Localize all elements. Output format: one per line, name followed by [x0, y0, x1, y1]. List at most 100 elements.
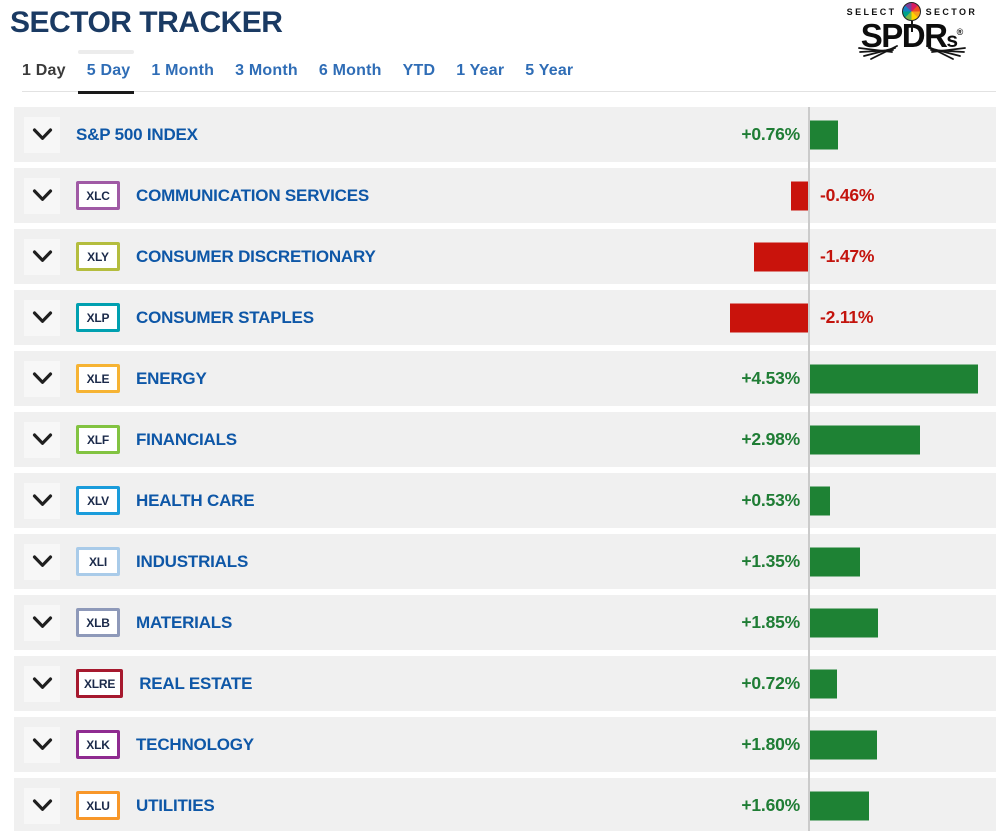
ticker-badge[interactable]: XLI	[76, 547, 120, 576]
spdr-logo[interactable]: SELECT SECTOR SPDRs®	[828, 2, 996, 60]
row-xlv: XLV HEALTH CARE +0.53%	[14, 473, 996, 528]
positive-change-bar	[810, 120, 838, 149]
chevron-down-icon	[32, 494, 52, 506]
sector-name: FINANCIALS	[136, 429, 237, 449]
sector-name: INDUSTRIALS	[136, 551, 249, 571]
row-xly: XLY CONSUMER DISCRETIONARY -1.47%	[14, 229, 996, 284]
tab-5-year[interactable]: 5 Year	[525, 62, 574, 79]
logo-brand: SPDRs®	[828, 19, 996, 52]
tab-5-day[interactable]: 5 Day	[77, 50, 135, 94]
change-percent: -2.11%	[820, 307, 874, 327]
expand-row-button[interactable]	[24, 116, 60, 153]
chevron-down-icon	[32, 677, 52, 689]
sector-name: CONSUMER DISCRETIONARY	[136, 246, 376, 266]
sector-name: UTILITIES	[136, 795, 215, 815]
ticker-badge[interactable]: XLB	[76, 608, 120, 637]
positive-change-bar	[810, 486, 830, 515]
sector-name: HEALTH CARE	[136, 490, 255, 510]
ticker-badge[interactable]: XLV	[76, 486, 120, 515]
ticker-badge[interactable]: XLF	[76, 425, 120, 454]
logo-word-sector: SECTOR	[925, 6, 978, 17]
chevron-down-icon	[32, 189, 52, 201]
change-percent: +0.72%	[741, 673, 800, 693]
row-xlk: XLK TECHNOLOGY +1.80%	[14, 717, 996, 772]
sector-name: TECHNOLOGY	[136, 734, 254, 754]
logo-word-select: SELECT	[846, 6, 897, 17]
chevron-down-icon	[32, 616, 52, 628]
sector-name: S&P 500 INDEX	[76, 124, 198, 144]
change-percent: +1.80%	[741, 734, 800, 754]
sector-name: ENERGY	[136, 368, 207, 388]
positive-change-bar	[810, 547, 860, 576]
row-xle: XLE ENERGY +4.53%	[14, 351, 996, 406]
positive-change-bar	[810, 608, 878, 637]
row-xli: XLI INDUSTRIALS +1.35%	[14, 534, 996, 589]
expand-row-button[interactable]	[24, 604, 60, 641]
period-tabs: 1 Day 5 Day 1 Month 3 Month 6 Month YTD 1 Year…	[22, 50, 996, 94]
change-percent: -1.47%	[820, 246, 875, 266]
tab-ytd[interactable]: YTD	[402, 62, 436, 79]
sector-name: MATERIALS	[136, 612, 233, 632]
logo-brand-suffix: s	[946, 29, 958, 52]
expand-row-button[interactable]	[24, 360, 60, 397]
ticker-badge[interactable]: XLC	[76, 181, 120, 210]
page-title: SECTOR TRACKER	[10, 6, 283, 39]
chevron-down-icon	[32, 555, 52, 567]
chart-axis-line	[808, 107, 810, 831]
negative-change-bar	[754, 242, 808, 271]
tab-1-day[interactable]: 1 Day	[22, 62, 66, 79]
ticker-badge[interactable]: XLE	[76, 364, 120, 393]
ticker-badge[interactable]: XLRE	[76, 669, 124, 698]
sector-table: S&P 500 INDEX +0.76% XLC COMMUNICATION SERV…	[14, 107, 996, 831]
change-percent: +4.53%	[741, 368, 800, 388]
change-percent: -0.46%	[820, 185, 875, 205]
expand-row-button[interactable]	[24, 238, 60, 275]
expand-row-button[interactable]	[24, 726, 60, 763]
expand-row-button[interactable]	[24, 482, 60, 519]
logo-brand-text: SPDR	[860, 17, 948, 54]
ticker-badge[interactable]: XLP	[76, 303, 120, 332]
change-percent: +1.35%	[741, 551, 800, 571]
expand-row-button[interactable]	[24, 421, 60, 458]
row-xlu: XLU UTILITIES +1.60%	[14, 778, 996, 831]
registered-mark: ®	[956, 27, 964, 37]
page-header: SECTOR TRACKER SELECT SECTOR SPDRs®	[0, 0, 1004, 60]
row-sp500-index: S&P 500 INDEX +0.76%	[14, 107, 996, 162]
ticker-badge[interactable]: XLK	[76, 730, 120, 759]
logo-top-line: SELECT SECTOR	[828, 2, 996, 32]
tab-3-month[interactable]: 3 Month	[235, 62, 298, 79]
negative-change-bar	[791, 181, 808, 210]
positive-change-bar	[810, 425, 920, 454]
tab-1-year[interactable]: 1 Year	[456, 62, 505, 79]
row-xlb: XLB MATERIALS +1.85%	[14, 595, 996, 650]
negative-change-bar	[730, 303, 808, 332]
chevron-down-icon	[32, 311, 52, 323]
expand-row-button[interactable]	[24, 787, 60, 824]
tab-6-month[interactable]: 6 Month	[318, 62, 382, 79]
change-percent: +1.60%	[741, 795, 800, 815]
chevron-down-icon	[32, 738, 52, 750]
expand-row-button[interactable]	[24, 543, 60, 580]
ticker-badge[interactable]: XLY	[76, 242, 120, 271]
change-percent: +0.76%	[741, 124, 800, 144]
chevron-down-icon	[32, 372, 52, 384]
expand-row-button[interactable]	[24, 177, 60, 214]
ticker-badge[interactable]: XLU	[76, 791, 120, 820]
chevron-down-icon	[32, 128, 52, 140]
pinwheel-icon	[901, 2, 921, 32]
change-percent: +0.53%	[741, 490, 800, 510]
chevron-down-icon	[32, 250, 52, 262]
row-xlc: XLC COMMUNICATION SERVICES -0.46%	[14, 168, 996, 223]
positive-change-bar	[810, 730, 877, 759]
spider-legs-icon	[858, 45, 966, 60]
sector-name: COMMUNICATION SERVICES	[136, 185, 369, 205]
tab-1-month[interactable]: 1 Month	[151, 62, 215, 79]
sector-name: REAL ESTATE	[139, 673, 253, 693]
positive-change-bar	[810, 669, 837, 698]
sector-name: CONSUMER STAPLES	[136, 307, 314, 327]
expand-row-button[interactable]	[24, 665, 60, 702]
change-percent: +1.85%	[741, 612, 800, 632]
row-xlre: XLRE REAL ESTATE +0.72%	[14, 656, 996, 711]
expand-row-button[interactable]	[24, 299, 60, 336]
positive-change-bar	[810, 364, 978, 393]
